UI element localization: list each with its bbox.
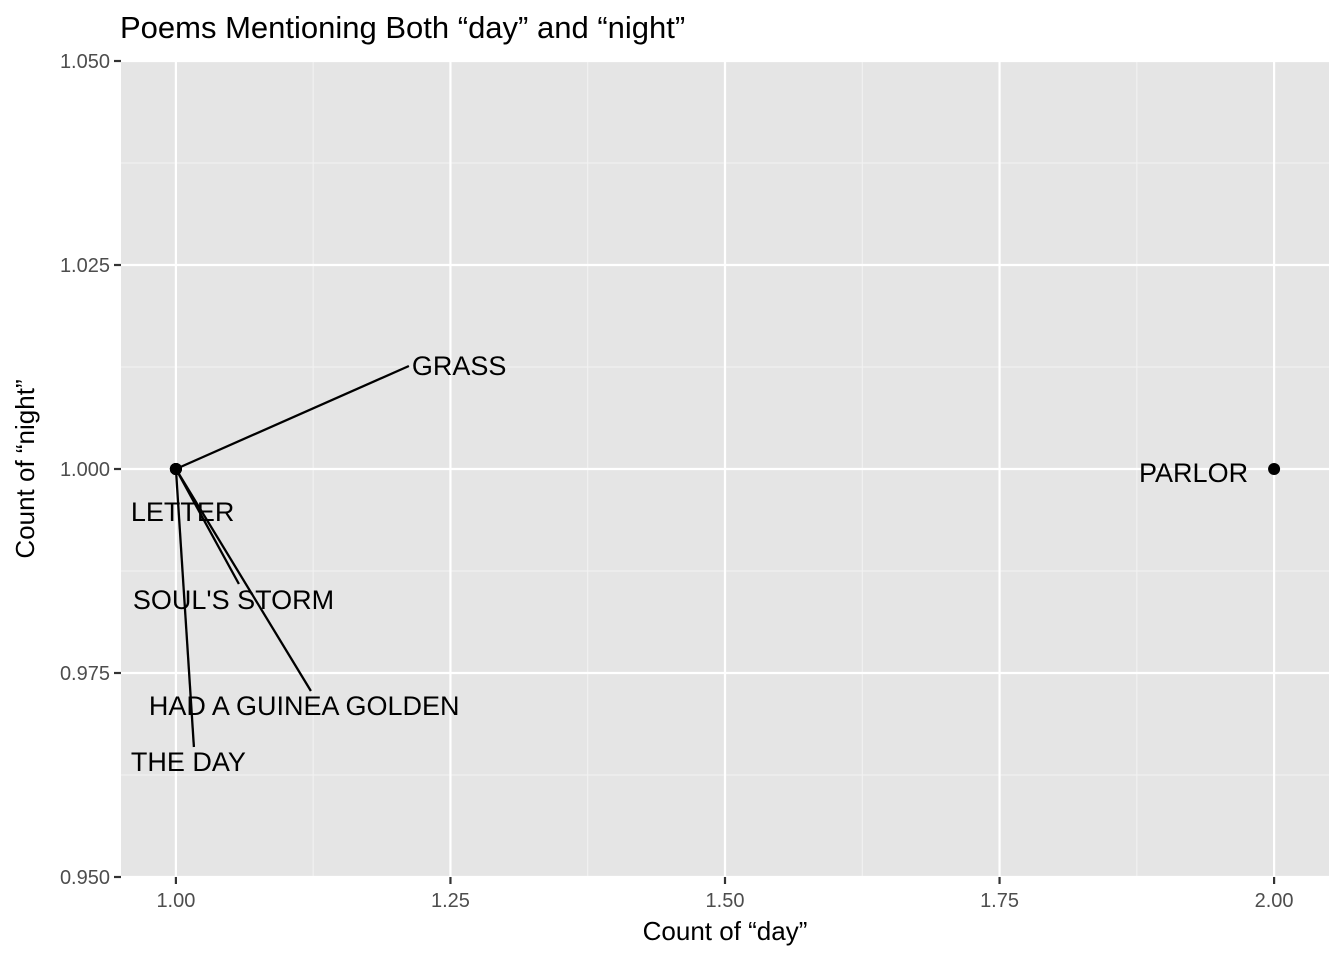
axes: 1.00 1.25 1.50 1.75 2.00 0.950 0.975 1.000 1.025… (60, 51, 1294, 912)
label-leader-line (174, 468, 196, 748)
point-label: THE DAY (131, 747, 246, 777)
x-axis-title: Count of “day” (643, 916, 808, 946)
y-tick-label: 1.025 (60, 255, 110, 277)
point-label: GRASS (412, 351, 507, 381)
data-point (169, 463, 182, 475)
y-tick-label: 0.975 (60, 663, 110, 685)
y-axis-title: Count of “night” (10, 379, 40, 558)
point-label: LETTER (131, 497, 235, 527)
data-points (169, 463, 1281, 475)
point-label: PARLOR (1139, 458, 1248, 488)
y-tick-label: 1.000 (60, 459, 110, 481)
chart-title: Poems Mentioning Both “day” and “night” (120, 10, 685, 45)
x-tick-label: 1.25 (431, 890, 470, 912)
x-tick-label: 1.00 (156, 890, 195, 912)
point-label: SOUL'S STORM (133, 585, 334, 615)
label-leader-line (175, 364, 410, 471)
data-point (1268, 463, 1281, 475)
point-labels: GRASS LETTER SOUL'S STORM HAD A GUINEA GOLD… (131, 351, 1248, 777)
x-tick-label: 1.50 (706, 890, 745, 912)
x-tick-label: 2.00 (1255, 890, 1294, 912)
label-leader-line (174, 468, 312, 692)
y-tick-label: 1.050 (60, 51, 110, 73)
label-leaders (174, 364, 410, 748)
y-tick-label: 0.950 (60, 867, 110, 889)
point-label: HAD A GUINEA GOLDEN (149, 691, 460, 721)
x-tick-label: 1.75 (980, 890, 1019, 912)
